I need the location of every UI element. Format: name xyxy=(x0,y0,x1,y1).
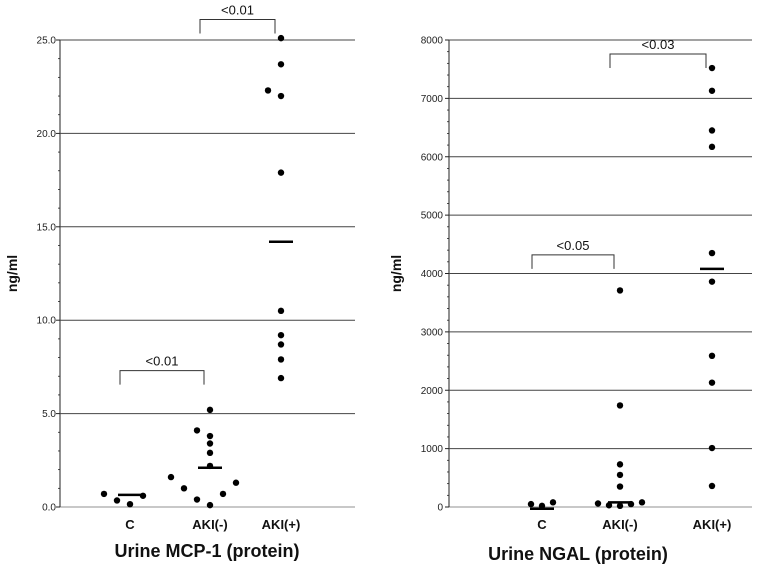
data-point xyxy=(100,490,108,498)
data-point xyxy=(708,249,716,257)
data-point xyxy=(206,440,214,447)
significance-bracket xyxy=(531,254,615,269)
data-point xyxy=(180,485,188,492)
data-point xyxy=(708,143,716,151)
data-point xyxy=(113,497,121,504)
data-point xyxy=(605,502,613,509)
data-point xyxy=(126,500,134,508)
significance-bracket xyxy=(199,18,276,34)
data-point xyxy=(594,500,602,507)
data-point xyxy=(277,92,285,100)
y-tick-label: 1000 xyxy=(421,444,444,455)
data-point xyxy=(616,461,624,468)
data-point xyxy=(277,341,285,348)
data-point xyxy=(616,502,624,510)
data-point xyxy=(708,278,716,285)
data-point xyxy=(527,500,535,508)
data-point xyxy=(277,169,285,176)
significance-label: <0.03 xyxy=(642,37,675,52)
data-point xyxy=(708,379,716,386)
data-point xyxy=(708,87,716,94)
data-point xyxy=(616,402,624,409)
y-tick-label: 25.0 xyxy=(37,36,57,47)
x-category-label: C xyxy=(125,517,135,532)
data-point xyxy=(232,479,240,486)
y-axis-label: ng/ml xyxy=(388,255,404,292)
data-point xyxy=(206,432,214,440)
data-point xyxy=(549,499,557,506)
data-point xyxy=(277,331,285,339)
y-tick-label: 15.0 xyxy=(37,222,57,233)
y-tick-label: 3000 xyxy=(421,327,444,338)
x-category-label: AKI(+) xyxy=(693,517,732,532)
data-point xyxy=(264,87,272,94)
data-point xyxy=(616,471,624,479)
y-tick-label: 0 xyxy=(437,503,443,514)
data-point xyxy=(206,449,214,457)
significance-bracket xyxy=(119,370,205,385)
y-tick-label: 6000 xyxy=(421,152,444,163)
data-point xyxy=(277,34,285,42)
data-point xyxy=(277,356,285,363)
y-tick-label: 5.0 xyxy=(42,409,56,420)
y-tick-label: 2000 xyxy=(421,386,444,397)
data-point xyxy=(708,444,716,452)
data-point xyxy=(277,307,285,315)
significance-label: <0.01 xyxy=(221,2,254,17)
significance-label: <0.05 xyxy=(557,238,590,253)
data-point xyxy=(206,406,214,414)
data-point xyxy=(206,501,214,509)
data-point xyxy=(708,482,716,490)
data-point xyxy=(538,502,546,510)
y-tick-label: 4000 xyxy=(421,269,444,280)
data-point xyxy=(616,287,624,294)
y-tick-label: 7000 xyxy=(421,94,444,105)
significance-bracket xyxy=(609,53,707,69)
data-point xyxy=(277,374,285,382)
data-point xyxy=(219,490,227,498)
y-tick-label: 10.0 xyxy=(37,316,57,327)
y-tick-label: 5000 xyxy=(421,211,444,222)
x-category-label: AKI(-) xyxy=(602,517,637,532)
data-point xyxy=(638,499,646,506)
x-category-label: C xyxy=(537,517,547,532)
data-point xyxy=(193,427,201,434)
data-point xyxy=(616,483,624,490)
data-point xyxy=(277,61,285,68)
data-point xyxy=(193,496,201,503)
data-point xyxy=(708,127,716,134)
significance-label: <0.01 xyxy=(146,354,179,369)
x-category-label: AKI(+) xyxy=(262,517,301,532)
data-point xyxy=(708,64,716,72)
x-category-label: AKI(-) xyxy=(192,517,227,532)
y-axis-label: ng/ml xyxy=(4,255,20,292)
y-tick-label: 0.0 xyxy=(42,503,56,514)
data-point xyxy=(708,352,716,360)
chart-title: Urine NGAL (protein) xyxy=(488,544,668,564)
data-point xyxy=(167,473,175,481)
y-tick-label: 8000 xyxy=(421,36,444,47)
chart-title: Urine MCP-1 (protein) xyxy=(114,541,299,561)
y-tick-label: 20.0 xyxy=(37,129,57,140)
